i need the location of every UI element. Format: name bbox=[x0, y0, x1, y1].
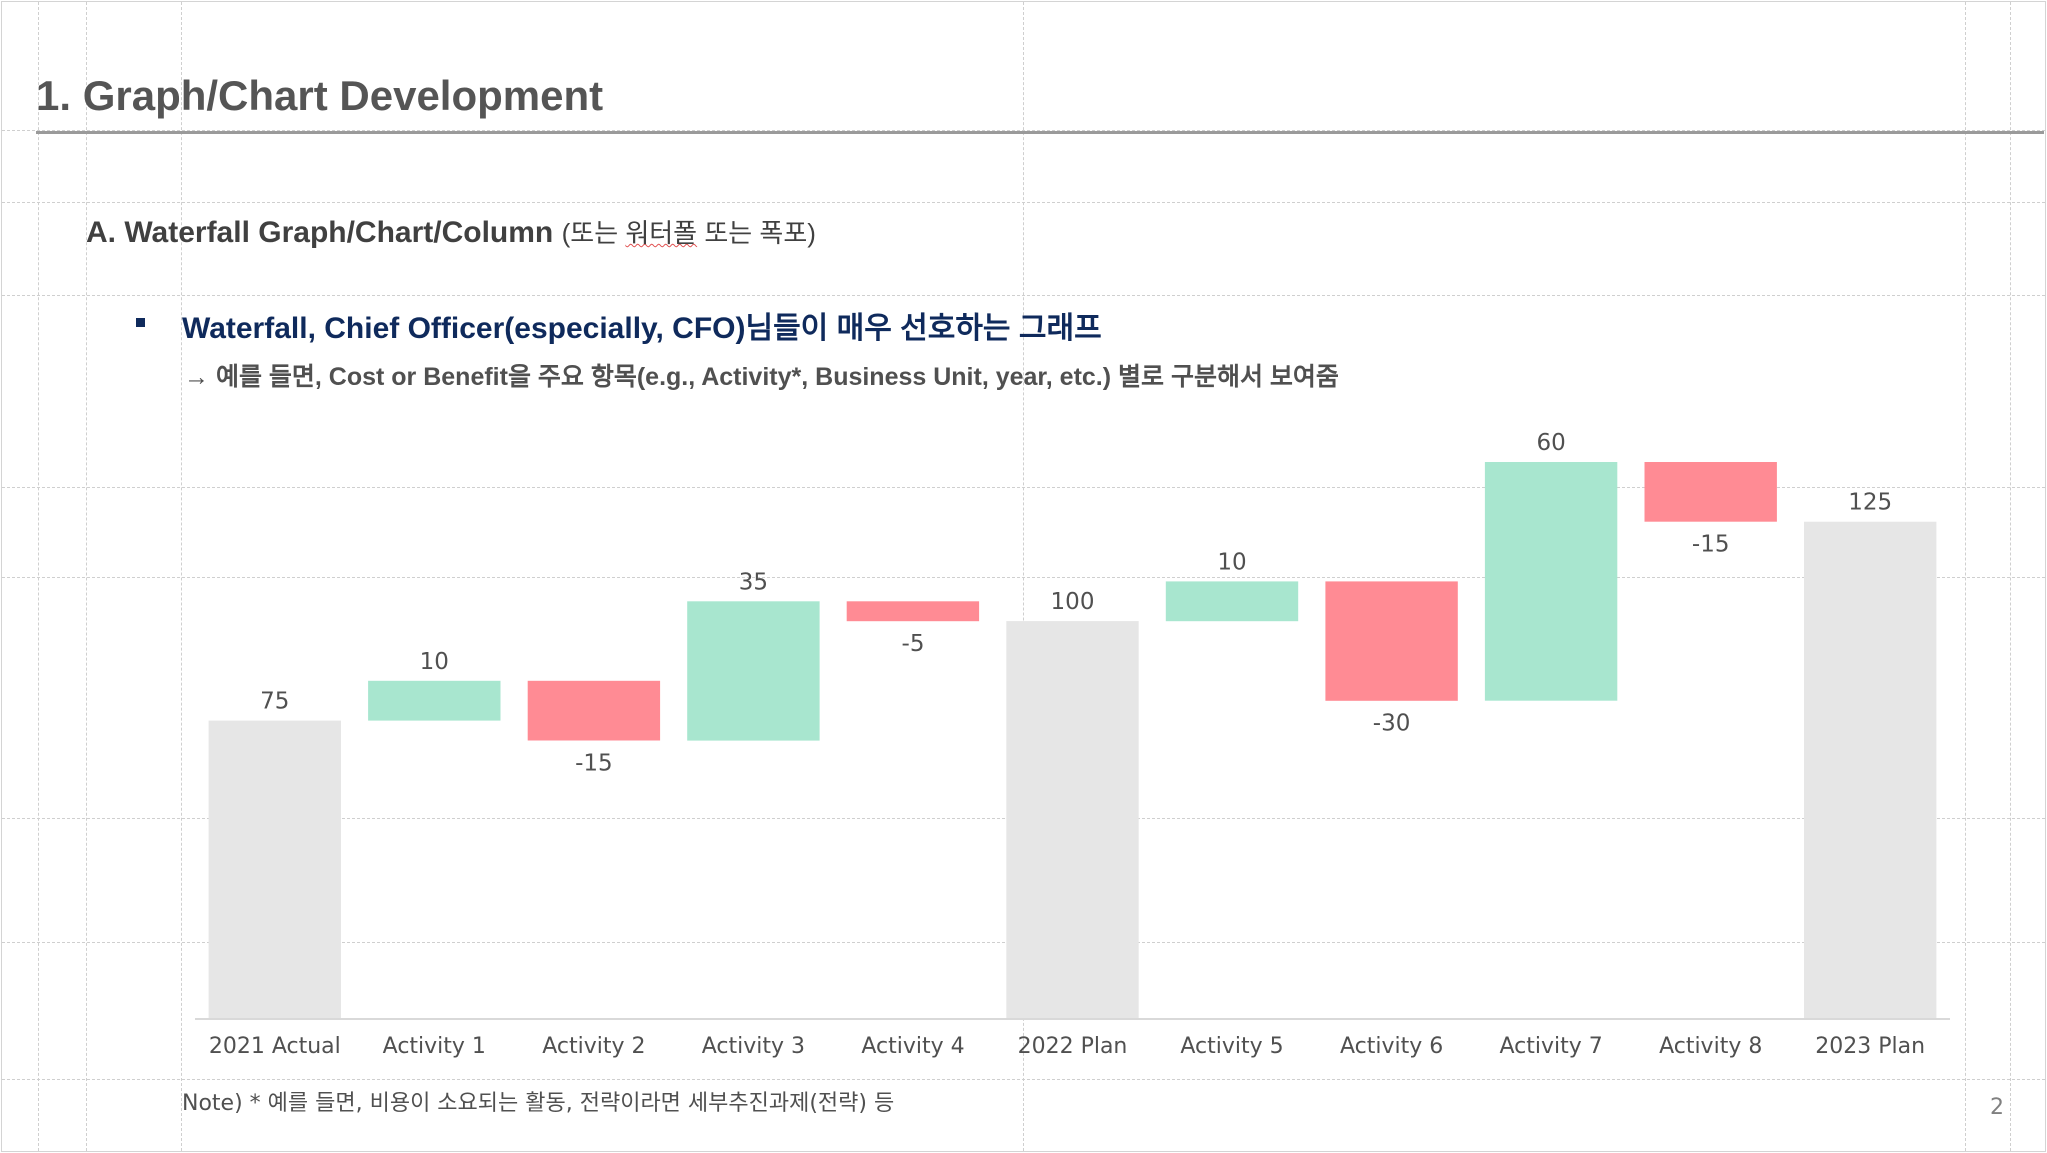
data-label: -15 bbox=[575, 751, 613, 777]
bar-activity-5 bbox=[1165, 581, 1299, 622]
data-label: 75 bbox=[260, 689, 289, 715]
section-heading: A. Waterfall Graph/Chart/Column (또는 워터폴 … bbox=[86, 213, 816, 250]
bar-activity-4 bbox=[846, 601, 980, 622]
data-label: 125 bbox=[1848, 490, 1892, 516]
bar-activity-3 bbox=[687, 601, 820, 741]
section-aside-spellcheck-word: 워터폴 bbox=[625, 218, 698, 248]
category-label: Activity 2 bbox=[542, 1034, 645, 1059]
title-divider bbox=[36, 131, 2044, 134]
section-aside: (또는 워터폴 또는 폭포) bbox=[562, 218, 816, 248]
data-label: -30 bbox=[1373, 711, 1411, 737]
section-aside-open: (또는 bbox=[561, 218, 626, 248]
bar-2023-plan bbox=[1804, 521, 1937, 1019]
data-label: 10 bbox=[420, 649, 449, 675]
bullet-square-icon bbox=[136, 318, 145, 327]
section-aside-close: 또는 폭포) bbox=[697, 218, 816, 248]
category-label: Activity 7 bbox=[1499, 1034, 1602, 1059]
data-label: -5 bbox=[902, 631, 925, 657]
bar-activity-7 bbox=[1484, 462, 1618, 701]
page-number: 2 bbox=[1990, 1095, 2004, 1120]
bar-activity-8 bbox=[1644, 462, 1777, 522]
category-label: Activity 3 bbox=[702, 1034, 805, 1059]
data-label: -15 bbox=[1692, 532, 1730, 558]
data-label: 60 bbox=[1536, 430, 1565, 456]
category-label: 2022 Plan bbox=[1018, 1034, 1128, 1059]
bullet-text: Waterfall, Chief Officer(especially, CFO… bbox=[182, 312, 1102, 345]
bar-activity-6 bbox=[1325, 581, 1458, 701]
bar-2021-actual bbox=[208, 720, 341, 1019]
page-title: 1. Graph/Chart Development bbox=[36, 72, 604, 119]
data-label: 10 bbox=[1217, 549, 1246, 575]
value-label-group: 75 10 -15 35 -5 100 10 -30 60 -15 125 bbox=[260, 430, 1892, 777]
section-heading-text: A. Waterfall Graph/Chart/Column bbox=[86, 216, 554, 249]
bar-group bbox=[208, 462, 1937, 1019]
category-label-group: 2021 Actual Activity 1 Activity 2 Activity … bbox=[209, 1034, 1925, 1059]
footnote: Note) * 예를 들면, 비용이 소요되는 활동, 전략이라면 세부추진과제… bbox=[182, 1091, 895, 1116]
bar-activity-2 bbox=[527, 680, 661, 741]
category-label: Activity 6 bbox=[1340, 1034, 1443, 1059]
category-label: Activity 5 bbox=[1180, 1034, 1283, 1059]
bar-2022-plan bbox=[1006, 621, 1139, 1019]
category-label: Activity 4 bbox=[861, 1034, 964, 1059]
category-label: 2023 Plan bbox=[1815, 1034, 1925, 1059]
category-label: Activity 1 bbox=[383, 1034, 486, 1059]
data-label: 35 bbox=[739, 569, 768, 595]
category-label: 2021 Actual bbox=[209, 1034, 341, 1059]
bar-activity-1 bbox=[368, 680, 501, 721]
category-label: Activity 8 bbox=[1659, 1034, 1762, 1059]
data-label: 100 bbox=[1051, 589, 1095, 615]
bullet-subtext: → 예를 들면, Cost or Benefit을 주요 항목(e.g., Ac… bbox=[184, 363, 1339, 391]
